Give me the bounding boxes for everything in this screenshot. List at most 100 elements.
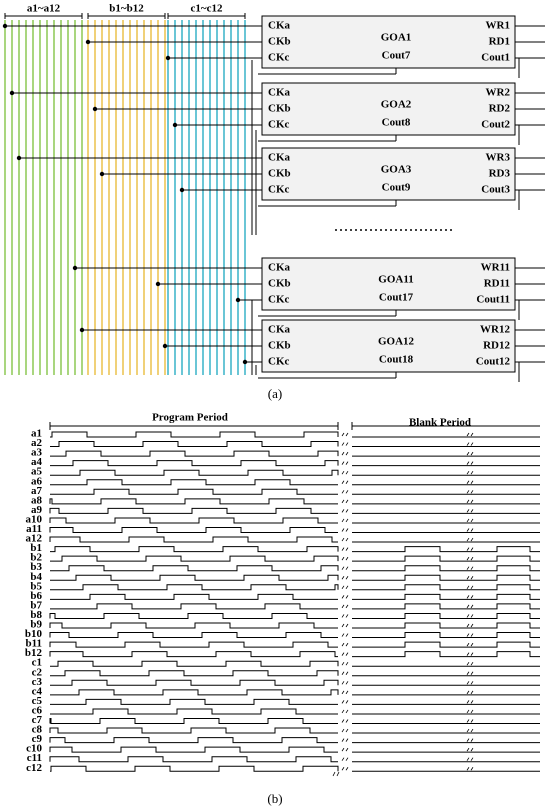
break-mark — [466, 747, 474, 752]
goa-block — [261, 319, 516, 373]
signal-label: b6 — [30, 590, 42, 602]
waveform — [50, 488, 540, 495]
signal-label: b8 — [30, 609, 42, 621]
break-mark — [341, 499, 349, 504]
waveform — [49, 527, 540, 533]
break-mark — [341, 442, 349, 446]
waveform — [50, 584, 540, 591]
input-label: CKa — [268, 324, 291, 336]
break-mark — [466, 633, 474, 637]
waveform — [50, 689, 540, 696]
break-mark — [332, 771, 340, 777]
junction — [9, 90, 15, 96]
break-mark — [466, 470, 474, 475]
break-mark — [466, 451, 474, 456]
break-mark — [466, 604, 474, 609]
break-mark — [466, 432, 474, 437]
signal-label: a1 — [31, 428, 42, 440]
caption: (b) — [267, 791, 282, 806]
waveform — [50, 450, 540, 457]
input-label: CKa — [268, 87, 291, 99]
waveform — [49, 612, 540, 619]
signal-label: b9 — [30, 619, 42, 631]
waveform — [50, 441, 540, 448]
break-mark — [341, 633, 349, 637]
output-label: WR3 — [486, 152, 511, 164]
break-mark — [466, 614, 474, 618]
waveform — [49, 498, 540, 505]
input-label: CKc — [268, 294, 290, 306]
break-mark — [341, 537, 349, 542]
waveform — [50, 765, 540, 772]
waveform — [49, 536, 540, 543]
output-label: WR1 — [486, 20, 510, 32]
break-mark — [466, 480, 474, 484]
waveform — [50, 479, 540, 486]
break-mark — [466, 547, 474, 551]
waveform — [49, 727, 540, 734]
period-label: Program Period — [152, 412, 228, 424]
output-label: RD3 — [489, 168, 511, 180]
break-mark — [466, 461, 474, 465]
signal-label: a9 — [31, 504, 43, 516]
break-mark — [466, 528, 474, 532]
block-name: GOA2 — [381, 99, 412, 111]
waveform — [50, 555, 540, 562]
goa-block — [261, 257, 516, 311]
signal-label: c7 — [32, 714, 43, 726]
signal-label: a4 — [31, 456, 43, 468]
break-mark — [341, 585, 349, 590]
junction — [165, 55, 171, 61]
break-mark — [466, 767, 474, 771]
waveform — [49, 641, 540, 648]
signal-label: a11 — [26, 523, 42, 535]
break-mark — [341, 700, 349, 704]
break-mark — [466, 728, 474, 733]
break-mark — [466, 681, 474, 685]
goa-block — [261, 82, 516, 136]
break-mark — [341, 604, 349, 609]
break-mark — [341, 566, 349, 570]
signal-label: a10 — [26, 513, 43, 525]
waveform — [49, 517, 540, 524]
signal-label: a2 — [31, 437, 43, 449]
signal-label: c10 — [26, 743, 42, 755]
break-mark — [341, 490, 349, 494]
junction — [179, 187, 185, 193]
input-label: CKa — [268, 20, 291, 32]
input-label: CKb — [268, 36, 291, 48]
break-mark — [341, 480, 349, 484]
signal-label: c4 — [32, 685, 43, 697]
waveform — [49, 718, 540, 724]
break-mark — [466, 690, 474, 695]
break-mark — [341, 470, 349, 475]
input-label: CKc — [268, 184, 290, 196]
break-mark — [466, 652, 474, 656]
cout-in-label: Cout8 — [382, 117, 411, 129]
output-label: Cout1 — [481, 52, 510, 64]
input-label: CKc — [268, 119, 290, 131]
junction — [155, 281, 161, 287]
break-mark — [466, 537, 474, 542]
waveform — [50, 565, 540, 572]
break-mark — [341, 451, 349, 456]
break-mark — [341, 509, 349, 513]
signal-label: b2 — [30, 552, 42, 564]
signal-label: b11 — [25, 638, 42, 650]
input-label: CKb — [268, 168, 291, 180]
break-mark — [341, 518, 349, 523]
break-mark — [466, 442, 474, 446]
junction — [79, 327, 85, 333]
input-label: CKc — [268, 356, 290, 368]
break-mark — [341, 528, 349, 532]
break-mark — [466, 661, 474, 666]
waveform — [50, 660, 540, 667]
bus-label: b1~b12 — [109, 3, 144, 15]
signal-label: a6 — [31, 475, 43, 487]
output-label: Cout11 — [476, 294, 510, 306]
output-label: Cout3 — [481, 184, 510, 196]
cout-in-label: Cout9 — [382, 182, 411, 194]
block-name: GOA12 — [378, 336, 415, 348]
break-mark — [341, 719, 349, 723]
